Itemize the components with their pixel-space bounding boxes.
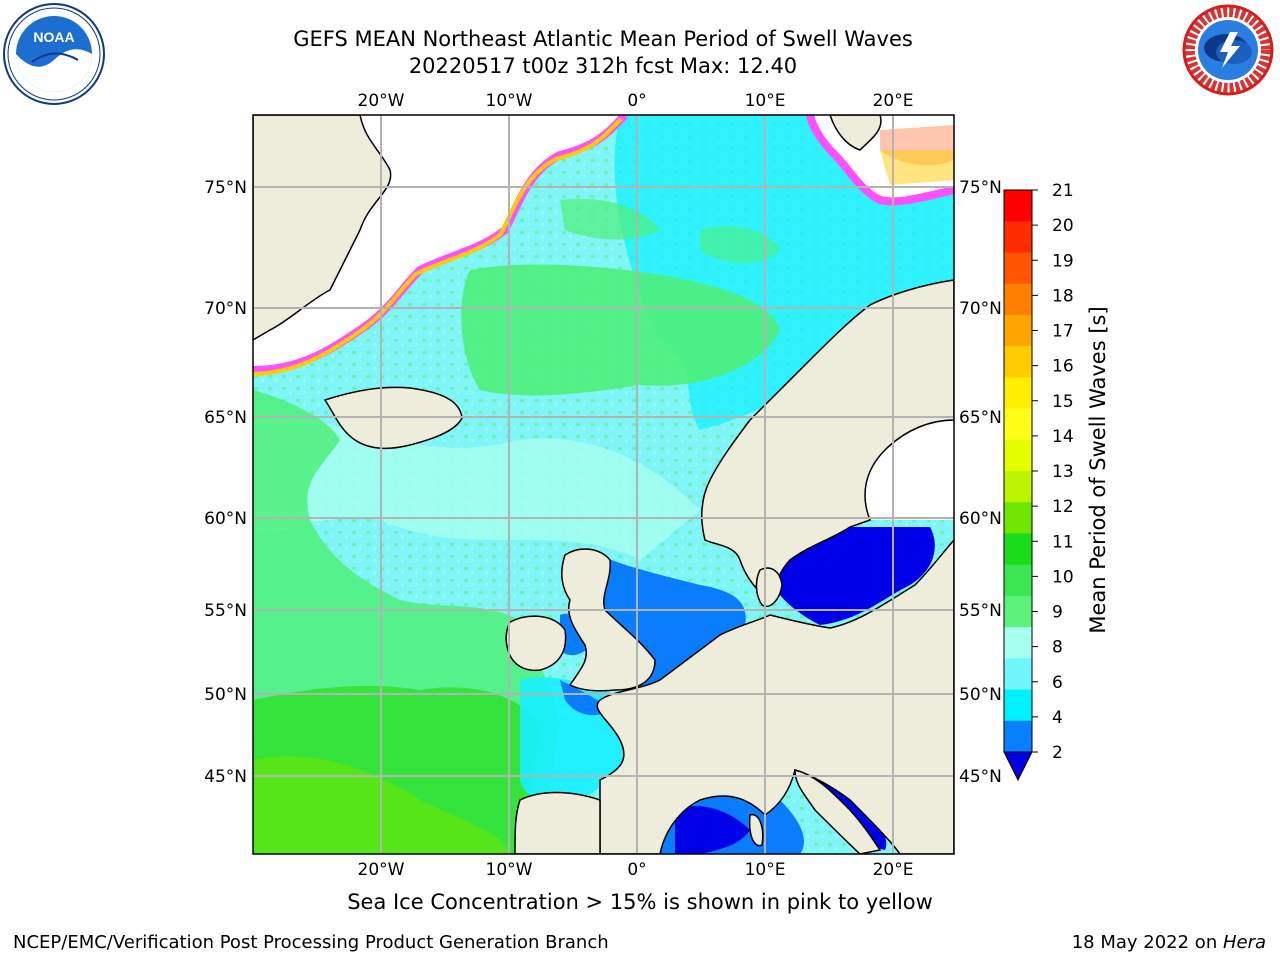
- lat-label-right: 65°N: [959, 408, 1002, 428]
- lat-label-left: 70°N: [204, 299, 247, 319]
- colorbar-swatch: [1004, 283, 1032, 316]
- colorbar-tick-label: 4: [1052, 708, 1063, 728]
- colorbar-swatch: [1004, 533, 1032, 566]
- footer-date: 18 May 2022 on Hera: [1072, 932, 1266, 953]
- lat-label-left: 75°N: [204, 178, 247, 198]
- colorbar-tick-label: 15: [1052, 392, 1074, 412]
- colorbar-swatch: [1004, 720, 1032, 753]
- colorbar-swatch: [1004, 221, 1032, 253]
- lat-label-right: 50°N: [959, 685, 1002, 705]
- nws-logo: [1182, 4, 1274, 96]
- sea-ice-note: Sea Ice Concentration > 15% is shown in …: [0, 890, 1280, 914]
- swell-green-norwegian: [461, 264, 780, 396]
- colorbar-tick-label: 18: [1052, 286, 1074, 306]
- colorbar-swatch: [1004, 627, 1032, 659]
- lon-label-bottom: 10°W: [486, 860, 533, 880]
- colorbar-tick-label: 13: [1052, 462, 1074, 482]
- mediterranean-blue: [675, 806, 750, 854]
- lat-label-right: 70°N: [959, 299, 1002, 319]
- colorbar-tick-label: 8: [1052, 638, 1063, 658]
- sea-ice-note-text: Sea Ice Concentration > 15% is shown in …: [347, 890, 933, 914]
- colorbar-tick-label: 14: [1052, 427, 1074, 447]
- lon-label-bottom: 20°W: [358, 860, 405, 880]
- colorbar-swatch: [1004, 564, 1032, 597]
- colorbar-tick-label: 6: [1052, 673, 1063, 693]
- colorbar-swatch: [1004, 408, 1032, 441]
- lat-label-right: 45°N: [959, 767, 1002, 787]
- colorbar-swatch: [1004, 689, 1032, 722]
- lat-label-left: 50°N: [204, 685, 247, 705]
- colorbar-tick-label: 12: [1052, 497, 1074, 517]
- italy-land: [794, 769, 882, 854]
- lat-label-left: 55°N: [204, 601, 247, 621]
- colorbar-tick-label: 21: [1052, 181, 1074, 201]
- chart-subtitle: 20220517 t00z 312h fcst Max: 12.40: [408, 54, 798, 78]
- colorbar-swatch: [1004, 658, 1032, 691]
- footer-credit: NCEP/EMC/Verification Post Processing Pr…: [13, 932, 609, 953]
- ireland-land: [505, 615, 567, 672]
- lat-label-right: 60°N: [959, 509, 1002, 529]
- colorbar: [1003, 189, 1033, 782]
- lat-label-left: 65°N: [204, 408, 247, 428]
- footer-date-text: 18 May 2022 on: [1071, 932, 1223, 953]
- footer-system: Hera: [1222, 932, 1266, 953]
- colorbar-swatch: [1004, 252, 1032, 285]
- graticule: [253, 115, 954, 854]
- colorbar-tick-label: 10: [1052, 567, 1074, 587]
- lon-label-bottom: 10°E: [745, 860, 786, 880]
- lon-label-top: 0°: [627, 91, 646, 111]
- lat-label-right: 75°N: [959, 178, 1002, 198]
- colorbar-extend-arrow: [1003, 751, 1033, 782]
- colorbar-swatch: [1004, 377, 1032, 410]
- lon-label-top: 10°E: [745, 91, 786, 111]
- chart-title: GEFS MEAN Northeast Atlantic Mean Period…: [293, 27, 913, 51]
- colorbar-swatch: [1004, 439, 1032, 472]
- colorbar-tick-label: 2: [1052, 743, 1063, 763]
- great-britain-land: [560, 548, 656, 692]
- lon-label-top: 10°W: [486, 91, 533, 111]
- colorbar-tick-label: 16: [1052, 357, 1074, 377]
- lon-label-top: 20°W: [358, 91, 405, 111]
- lat-label-left: 60°N: [204, 509, 247, 529]
- colorbar-tick-label: 11: [1052, 532, 1074, 552]
- colorbar-label-text: Mean Period of Swell Waves [s]: [1086, 306, 1110, 634]
- colorbar-swatch: [1004, 595, 1032, 628]
- lon-label-top: 20°E: [873, 91, 914, 111]
- map-frame: [252, 114, 955, 855]
- colorbar-tick-label: 20: [1052, 216, 1074, 236]
- lat-label-right: 55°N: [959, 601, 1002, 621]
- svg-text:NOAA: NOAA: [33, 29, 74, 45]
- swell-light-band: [253, 416, 700, 560]
- colorbar-swatch: [1004, 190, 1032, 222]
- iberia-land: [514, 791, 601, 854]
- lon-label-bottom: 0°: [627, 860, 646, 880]
- colorbar-swatch: [1004, 471, 1032, 503]
- colorbar-swatch: [1004, 502, 1032, 534]
- colorbar-tick-label: 19: [1052, 251, 1074, 271]
- colorbar-swatch: [1004, 314, 1032, 347]
- lat-label-left: 45°N: [204, 767, 247, 787]
- lon-label-bottom: 20°E: [873, 860, 914, 880]
- colorbar-tick-label: 17: [1052, 322, 1074, 342]
- colorbar-swatch: [1004, 346, 1032, 378]
- noaa-logo: NOAA: [3, 3, 105, 105]
- colorbar-tick-label: 9: [1052, 603, 1063, 623]
- sea-ice-gulf-bothnia: [862, 410, 954, 520]
- denmark-land: [755, 567, 783, 607]
